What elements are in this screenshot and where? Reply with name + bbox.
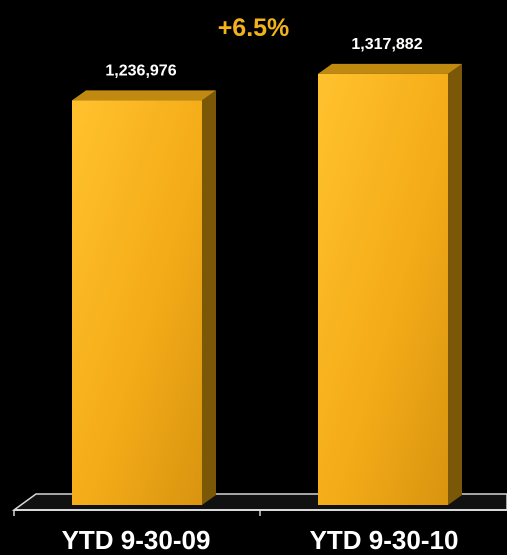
bar-top-face	[72, 90, 216, 101]
value-label: 1,236,976	[105, 62, 176, 79]
bars-group	[72, 63, 462, 505]
change-annotation: +6.5%	[217, 14, 290, 42]
value-labels-group: 1,236,976 1,317,882	[105, 36, 422, 79]
category-labels-group: YTD 9-30-09 YTD 9-30-10	[62, 525, 459, 555]
bar-front-face	[72, 100, 202, 505]
bar-side-face	[202, 90, 216, 505]
value-label: 1,317,882	[351, 36, 422, 53]
bar-1	[72, 90, 216, 505]
bar-2	[318, 63, 462, 505]
bar-top-face	[318, 63, 462, 74]
category-label: YTD 9-30-09	[62, 525, 211, 555]
category-label: YTD 9-30-10	[310, 525, 459, 555]
bar-side-face	[448, 63, 462, 505]
bar-front-face	[318, 73, 448, 505]
